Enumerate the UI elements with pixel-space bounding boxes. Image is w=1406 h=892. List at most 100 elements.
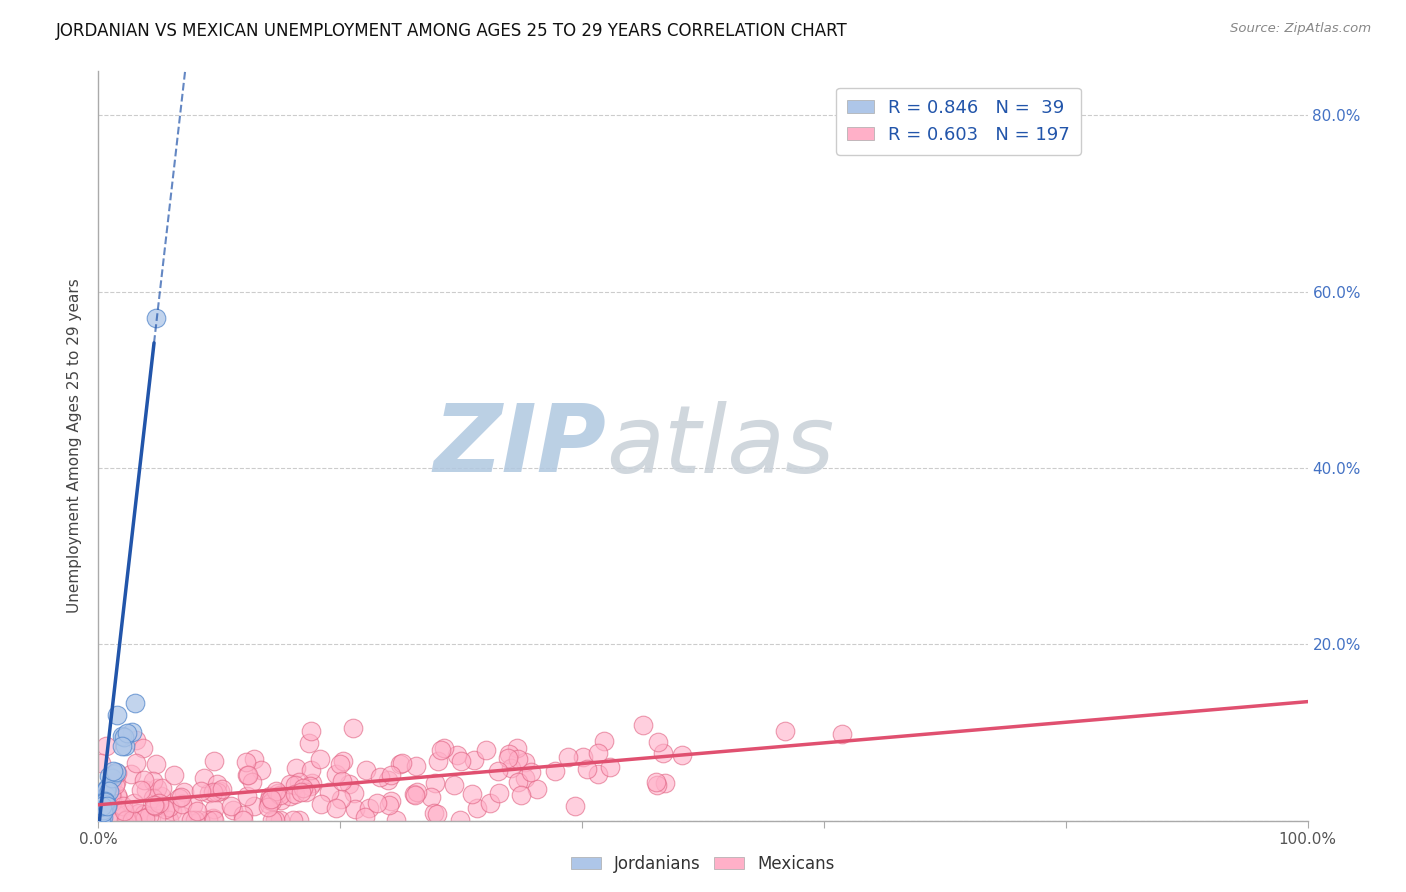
Point (160, 804, 183, 818)
Point (111, 739, 134, 754)
Point (143, 798, 166, 813)
Point (269, 813, 291, 827)
Point (330, 791, 353, 805)
Point (391, 756, 413, 771)
Point (260, 813, 283, 827)
Point (240, 774, 263, 789)
Point (91, 796, 114, 810)
Point (117, 726, 139, 740)
Point (488, 786, 510, 800)
Point (773, 723, 796, 738)
Point (443, 778, 465, 792)
Point (299, 763, 322, 777)
Text: ZIP: ZIP (433, 400, 606, 492)
Point (366, 796, 388, 810)
Point (101, 795, 124, 809)
Point (486, 764, 509, 778)
Point (647, 734, 669, 748)
Point (170, 797, 193, 811)
Point (385, 813, 408, 827)
Point (100, 776, 122, 790)
Point (575, 762, 598, 776)
Point (129, 783, 152, 797)
Point (284, 761, 307, 775)
Point (332, 754, 354, 768)
Point (145, 311, 167, 326)
Point (446, 748, 468, 763)
Point (380, 768, 402, 782)
Point (94, 782, 117, 797)
Point (520, 765, 543, 780)
Point (260, 794, 283, 808)
Point (426, 806, 449, 821)
Point (190, 784, 212, 798)
Point (309, 797, 332, 811)
Point (169, 791, 191, 805)
Point (309, 752, 332, 766)
Point (208, 784, 231, 798)
Point (257, 797, 280, 811)
Point (449, 813, 471, 827)
Point (202, 801, 225, 815)
Point (287, 813, 309, 827)
Point (115, 813, 138, 827)
Point (423, 805, 446, 820)
Text: atlas: atlas (606, 401, 835, 491)
Legend: Jordanians, Mexicans: Jordanians, Mexicans (564, 848, 842, 880)
Point (101, 764, 124, 779)
Point (377, 797, 399, 812)
Point (498, 747, 520, 761)
Point (128, 805, 150, 820)
Point (508, 751, 530, 765)
Point (91, 803, 114, 817)
Point (89, 813, 111, 827)
Point (150, 781, 173, 796)
Point (404, 788, 426, 802)
Point (465, 801, 488, 815)
Point (290, 785, 312, 799)
Point (114, 739, 136, 753)
Point (134, 811, 156, 825)
Point (284, 778, 307, 792)
Point (496, 751, 519, 765)
Point (124, 696, 146, 710)
Point (284, 787, 307, 801)
Point (120, 766, 142, 780)
Point (124, 756, 146, 770)
Point (105, 808, 128, 822)
Point (430, 743, 453, 757)
Point (181, 798, 204, 813)
Point (103, 766, 125, 780)
Point (105, 765, 128, 780)
Point (146, 780, 169, 795)
Point (90, 756, 112, 770)
Point (222, 803, 245, 817)
Point (544, 764, 567, 778)
Point (342, 722, 364, 736)
Point (269, 788, 291, 802)
Point (90, 800, 112, 814)
Point (588, 746, 610, 760)
Point (432, 741, 454, 756)
Point (325, 801, 347, 815)
Point (104, 778, 127, 792)
Point (91, 810, 114, 824)
Point (93, 794, 115, 808)
Point (197, 786, 219, 800)
Point (131, 740, 153, 755)
Point (405, 759, 427, 773)
Point (90, 805, 112, 820)
Point (180, 813, 202, 827)
Point (188, 813, 211, 827)
Legend: R = 0.846   N =  39, R = 0.603   N = 197: R = 0.846 N = 39, R = 0.603 N = 197 (837, 88, 1081, 154)
Point (270, 793, 292, 807)
Point (332, 774, 354, 789)
Point (145, 757, 167, 772)
Point (157, 799, 180, 814)
Point (142, 773, 165, 788)
Point (111, 729, 134, 743)
Point (509, 789, 531, 803)
Point (157, 813, 180, 827)
Y-axis label: Unemployment Among Ages 25 to 29 years: Unemployment Among Ages 25 to 29 years (67, 278, 83, 614)
Point (125, 733, 148, 747)
